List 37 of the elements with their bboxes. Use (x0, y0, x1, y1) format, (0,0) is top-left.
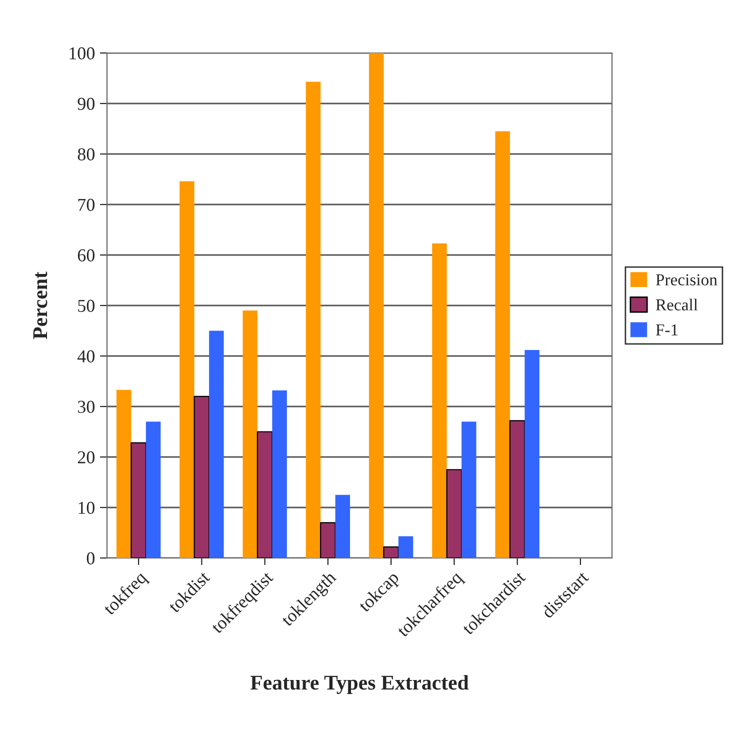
bar (256, 431, 273, 558)
legend-label: Recall (656, 298, 698, 310)
bar (462, 422, 476, 558)
bar (146, 422, 161, 558)
y-tick-label: 40 (77, 350, 95, 362)
bar (320, 522, 336, 558)
y-tick-label: 30 (78, 400, 95, 413)
bar (209, 330, 224, 558)
y-tick-label: 0 (86, 552, 95, 564)
y-tick-label: 80 (78, 148, 95, 160)
bar (306, 82, 321, 558)
bar (180, 181, 194, 558)
bar (495, 131, 510, 558)
bar (130, 442, 146, 558)
legend-label: Precision (656, 274, 718, 286)
y-tick-label: 20 (78, 451, 95, 464)
bar (383, 546, 399, 558)
bar (524, 350, 540, 558)
bar (194, 396, 210, 558)
y-tick-label: 50 (78, 300, 95, 312)
bar (509, 420, 526, 558)
bar (335, 494, 350, 558)
y-tick-label: 90 (78, 98, 95, 110)
bar (368, 53, 384, 558)
legend-label: F-1 (656, 324, 678, 336)
bar (398, 536, 414, 558)
y-tick-label: 60 (78, 249, 95, 262)
y-tick-label: 70 (78, 198, 95, 211)
y-tick-label: 10 (78, 502, 95, 514)
bar (242, 310, 258, 558)
bar (272, 390, 287, 558)
x-axis-title: Feature Types Extracted (250, 675, 469, 694)
y-axis-title: Percent (33, 272, 48, 340)
y-tick-label: 100 (70, 47, 95, 60)
bar (116, 390, 132, 558)
bar (432, 243, 447, 558)
bar (446, 469, 462, 558)
